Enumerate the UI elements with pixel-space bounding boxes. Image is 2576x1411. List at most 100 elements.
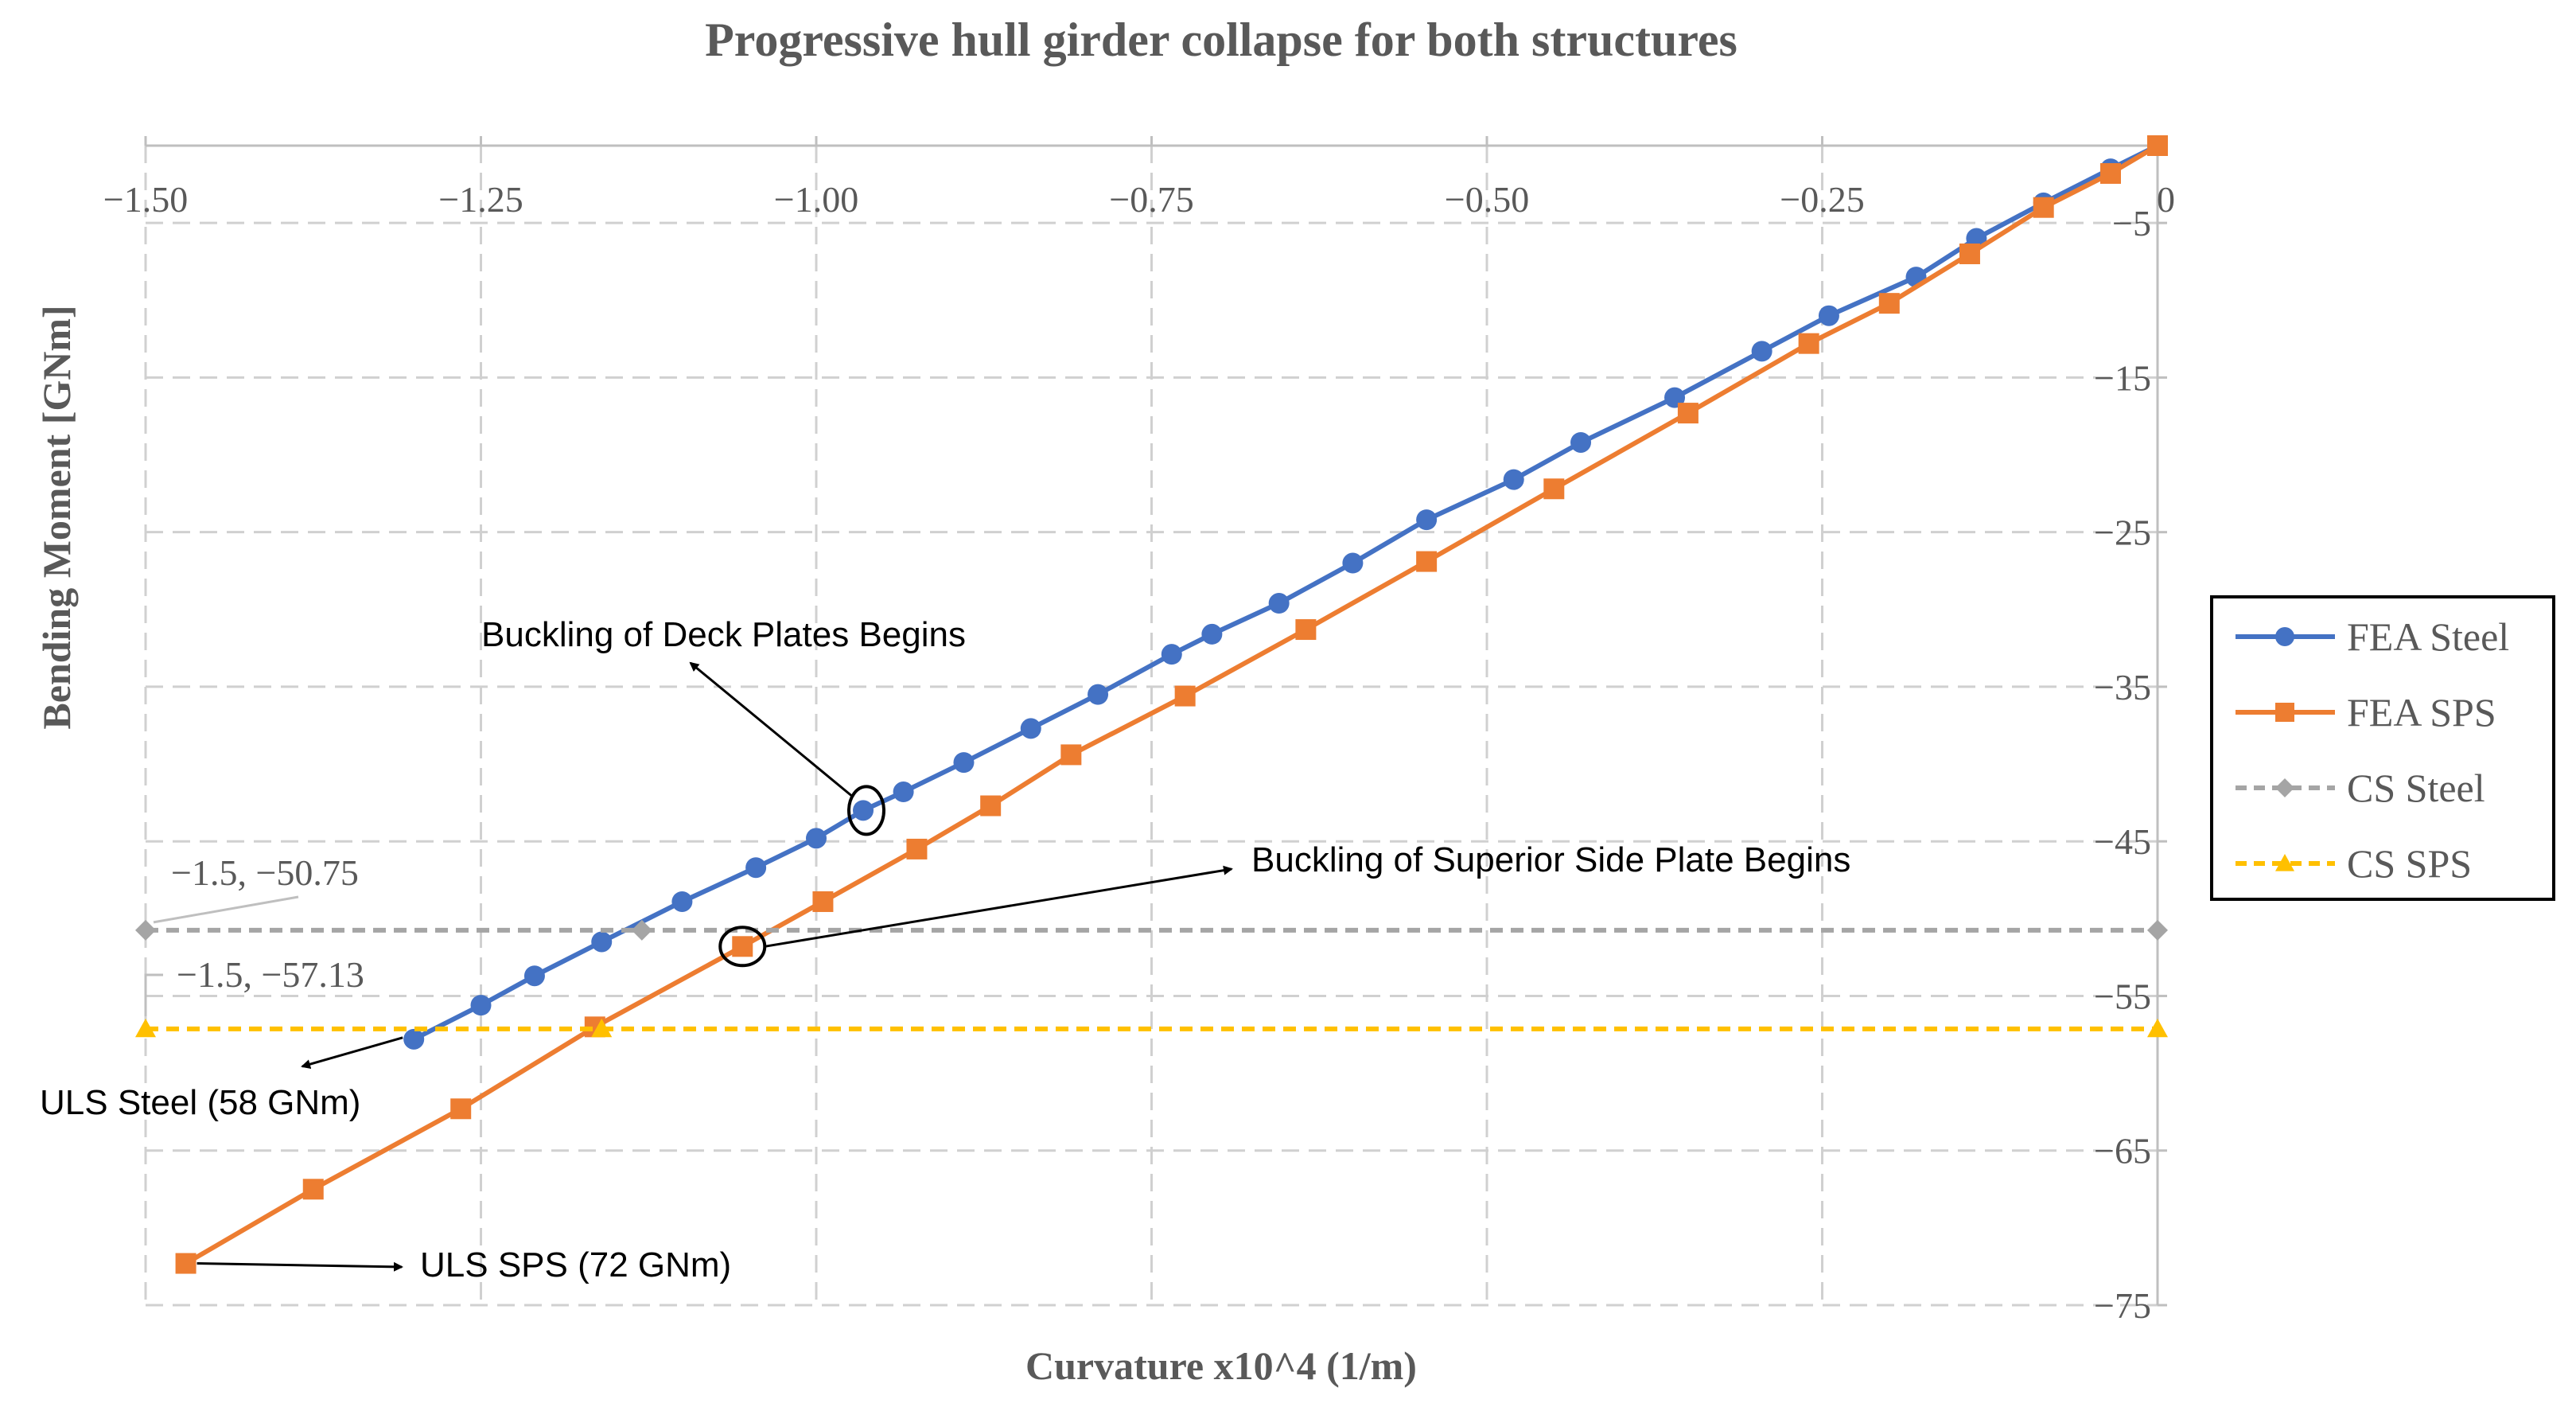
- data-point: [135, 1018, 156, 1038]
- x-tick-label: −0.50: [1445, 179, 1529, 220]
- legend-entry: FEA Steel: [2236, 614, 2509, 659]
- y-tick-label: −15: [2094, 357, 2151, 398]
- y-tick-label: −75: [2094, 1285, 2151, 1326]
- data-point: [1020, 718, 1041, 739]
- data-point: [2275, 854, 2294, 871]
- data-point: [2099, 162, 2121, 184]
- x-tick-label: −1.50: [103, 179, 188, 220]
- data-point: [953, 752, 975, 774]
- annotation-label: ULS SPS (72 GNm): [420, 1245, 731, 1284]
- series-cs-sps: [135, 1018, 2168, 1038]
- data-point: [1818, 305, 1839, 326]
- legend-label: FEA Steel: [2347, 614, 2509, 659]
- data-point: [853, 800, 874, 821]
- data-label: −1.5, −50.75: [171, 852, 359, 893]
- data-point: [745, 857, 767, 879]
- plot-area: [135, 135, 2168, 1274]
- data-point: [135, 919, 156, 941]
- x-tick-label: 0: [2157, 179, 2175, 220]
- data-point: [2147, 919, 2168, 941]
- annotation-arrow: [301, 1036, 403, 1070]
- y-axis-label: Bending Moment [GNm]: [34, 305, 79, 729]
- data-point: [1543, 478, 1565, 500]
- data-point: [806, 828, 827, 849]
- data-point: [1088, 684, 1109, 705]
- data-point: [523, 965, 545, 987]
- y-tick-label: −25: [2094, 513, 2151, 553]
- data-point: [1503, 469, 1524, 490]
- data-point: [591, 1018, 613, 1038]
- annotations: Buckling of Deck Plates Begins Buckling o…: [40, 615, 1850, 1284]
- series-fea-sps: [175, 135, 2168, 1274]
- data-point: [450, 1098, 472, 1120]
- series-line: [185, 143, 2159, 1266]
- legend-entry: CS SPS: [2236, 841, 2472, 886]
- y-tick-label: −65: [2094, 1131, 2151, 1171]
- data-point: [1416, 551, 1438, 572]
- x-tick-label: −0.25: [1780, 179, 1864, 220]
- data-point: [732, 936, 753, 957]
- annotation-arrow: [689, 661, 853, 797]
- data-point: [1798, 333, 1819, 354]
- data-point: [1677, 403, 1699, 424]
- annotation-label: Buckling of Superior Side Plate Begins: [1251, 840, 1850, 879]
- annotation-leader: [153, 895, 299, 924]
- data-point: [631, 919, 652, 941]
- legend-box: [2210, 595, 2555, 901]
- axes: −1.50 −1.25 −1.00 −0.75 −0.50 −0.25 0−5 −15 −25 −…: [103, 136, 2175, 1326]
- legend-entry: CS Steel: [2236, 766, 2485, 810]
- data-point: [812, 891, 834, 912]
- annotation-arrow: [765, 865, 1233, 948]
- data-point: [302, 1179, 324, 1200]
- data-point: [2033, 197, 2054, 218]
- annotation-arrow: [197, 1261, 403, 1272]
- data-point: [893, 782, 914, 803]
- data-point: [470, 995, 492, 1016]
- data-point: [403, 1028, 425, 1050]
- data-point: [671, 891, 693, 912]
- legend-entry: FEA SPS: [2236, 690, 2496, 735]
- legend: FEA Steel FEA SPS CS Steel CS SPS: [2210, 595, 2555, 901]
- y-tick-label: −55: [2094, 976, 2151, 1016]
- data-point: [1342, 552, 1364, 574]
- data-point: [591, 931, 613, 953]
- data-point: [1878, 293, 1900, 314]
- x-tick-label: −1.25: [438, 179, 523, 220]
- data-point: [1174, 685, 1196, 707]
- data-point: [1416, 509, 1438, 531]
- data-point: [1201, 623, 1223, 645]
- y-tick-label: −35: [2094, 667, 2151, 707]
- x-tick-label: −1.00: [774, 179, 858, 220]
- data-point: [2275, 627, 2294, 646]
- legend-label: CS Steel: [2347, 766, 2485, 810]
- legend-label: FEA SPS: [2347, 690, 2496, 735]
- data-point: [1268, 593, 1290, 614]
- data-point: [1060, 744, 1082, 766]
- data-point: [1959, 243, 1980, 264]
- annotation-label: ULS Steel (58 GNm): [40, 1083, 360, 1122]
- annotation-leader: [144, 973, 163, 1016]
- annotation-circle: [847, 785, 886, 836]
- data-point: [906, 838, 928, 859]
- data-point: [175, 1253, 197, 1274]
- data-point: [2275, 703, 2294, 722]
- series-fea-steel: [403, 135, 2168, 1050]
- data-point: [2147, 1018, 2168, 1038]
- data-point: [2147, 135, 2168, 156]
- annotation-label: Buckling of Deck Plates Begins: [481, 615, 966, 654]
- chart-title: Progressive hull girder collapse for bot…: [705, 14, 1737, 66]
- data-point: [2275, 778, 2294, 797]
- data-point: [1570, 431, 1592, 453]
- data-point: [1295, 619, 1317, 641]
- x-axis-label: Curvature x10^4 (1/m): [1025, 1343, 1417, 1388]
- series-cs-steel: [135, 919, 2168, 941]
- x-tick-label: −0.75: [1109, 179, 1193, 220]
- data-label: −1.5, −57.13: [177, 954, 364, 995]
- data-point: [1161, 644, 1182, 665]
- data-point: [1751, 341, 1772, 362]
- data-point: [980, 795, 1002, 817]
- legend-label: CS SPS: [2347, 841, 2472, 886]
- y-tick-label: −45: [2094, 821, 2151, 862]
- y-tick-label: −5: [2112, 203, 2151, 244]
